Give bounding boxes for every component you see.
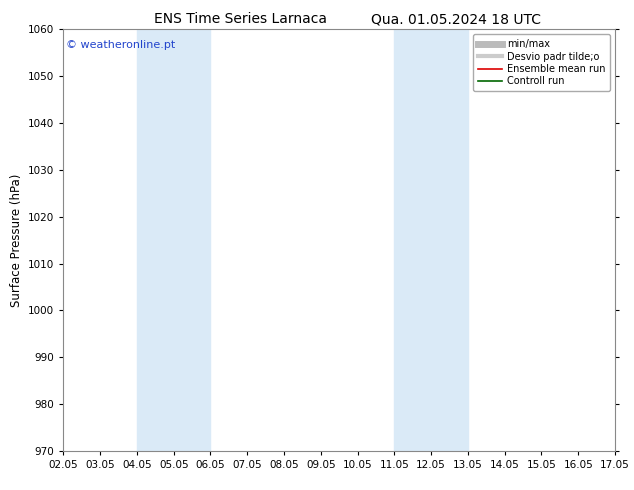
Y-axis label: Surface Pressure (hPa): Surface Pressure (hPa): [10, 173, 23, 307]
Legend: min/max, Desvio padr tilde;o, Ensemble mean run, Controll run: min/max, Desvio padr tilde;o, Ensemble m…: [473, 34, 610, 91]
Bar: [394, 29, 468, 451]
Text: © weatheronline.pt: © weatheronline.pt: [66, 40, 176, 50]
Bar: [137, 29, 210, 451]
Text: ENS Time Series Larnaca: ENS Time Series Larnaca: [155, 12, 327, 26]
Text: Qua. 01.05.2024 18 UTC: Qua. 01.05.2024 18 UTC: [372, 12, 541, 26]
